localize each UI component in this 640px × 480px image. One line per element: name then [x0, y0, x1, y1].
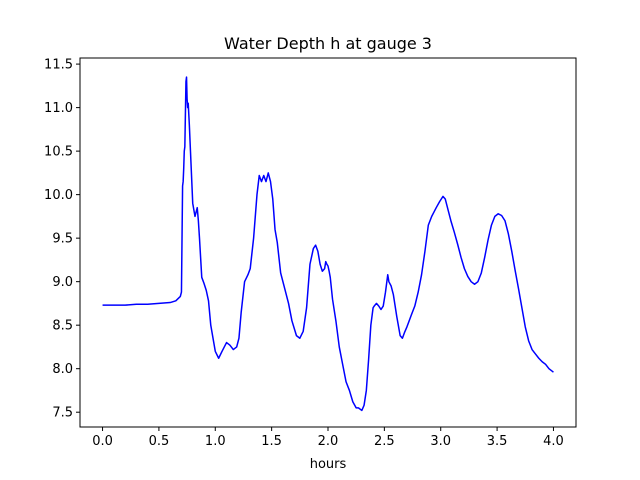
- y-tick-label: 11.0: [44, 101, 73, 116]
- y-tick-label: 9.5: [52, 232, 73, 247]
- x-axis-label: hours: [310, 457, 347, 472]
- x-tick-label: 2.0: [318, 434, 339, 449]
- chart-title: Water Depth h at gauge 3: [224, 34, 432, 53]
- plot-area: [79, 57, 577, 428]
- x-tick-label: 3.0: [430, 434, 451, 449]
- series-line-water-depth: [102, 76, 554, 412]
- y-tick-label: 8.0: [52, 362, 73, 377]
- x-tick-label: 4.0: [543, 434, 564, 449]
- y-tick-label: 8.5: [52, 319, 73, 334]
- y-tick-label: 10.5: [44, 145, 73, 160]
- x-tick-label: 0.5: [149, 434, 170, 449]
- y-tick-label: 10.0: [44, 188, 73, 203]
- x-tick-label: 3.5: [487, 434, 508, 449]
- x-axis: 0.0 0.5 1.0 1.5 2.0 2.5 3.0 3.5 4.0: [92, 427, 564, 449]
- y-tick-label: 11.5: [44, 58, 73, 73]
- x-tick-label: 1.5: [261, 434, 282, 449]
- y-tick-label: 7.5: [52, 406, 73, 421]
- x-tick-label: 1.0: [205, 434, 226, 449]
- y-axis: 7.5 8.0 8.5 9.0 9.5 10.0 10.5 11.0 11.5: [44, 58, 80, 421]
- x-tick-label: 2.5: [374, 434, 395, 449]
- y-tick-label: 9.0: [52, 275, 73, 290]
- x-tick-label: 0.0: [92, 434, 113, 449]
